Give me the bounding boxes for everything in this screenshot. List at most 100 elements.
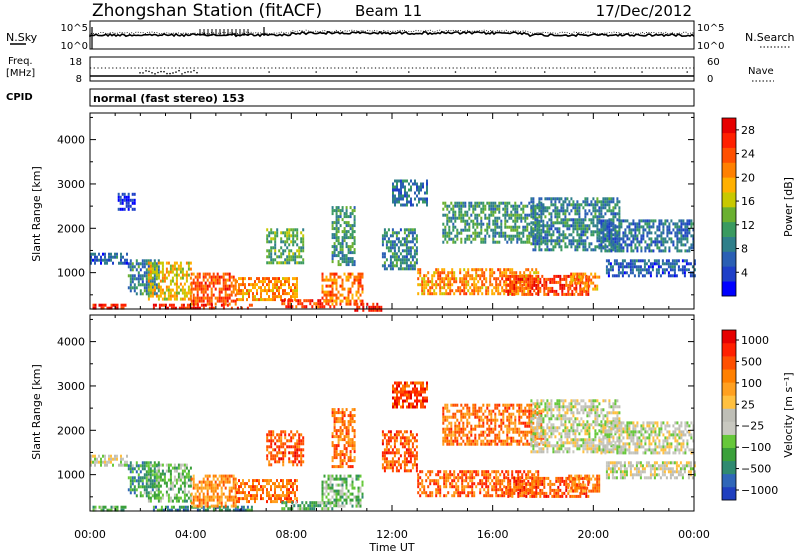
echo-cell bbox=[403, 261, 406, 265]
echo-cell bbox=[345, 242, 348, 246]
echo-cell bbox=[339, 474, 342, 478]
echo-cell bbox=[557, 280, 560, 284]
echo-cell bbox=[96, 258, 98, 262]
echo-cell bbox=[417, 271, 420, 275]
echo-cell bbox=[102, 505, 105, 509]
echo-cell bbox=[175, 294, 178, 298]
echo-cell bbox=[335, 444, 338, 448]
echo-cell bbox=[399, 252, 402, 256]
echo-cell bbox=[339, 498, 342, 502]
echo-cell bbox=[181, 291, 184, 295]
echo-cell bbox=[272, 292, 274, 296]
echo-cell bbox=[664, 249, 667, 253]
echo-cell bbox=[668, 231, 671, 235]
echo-cell bbox=[331, 227, 334, 231]
echo-cell bbox=[499, 292, 502, 296]
echo-cell bbox=[688, 219, 691, 223]
echo-cell bbox=[490, 213, 493, 217]
echo-cell bbox=[604, 243, 607, 247]
echo-cell bbox=[153, 277, 156, 281]
echo-cell bbox=[602, 200, 605, 204]
echo-cell bbox=[538, 231, 541, 235]
echo-cell bbox=[120, 505, 123, 509]
echo-cell bbox=[391, 261, 394, 265]
echo-cell bbox=[167, 469, 170, 473]
echo-cell bbox=[335, 236, 338, 240]
echo-cell bbox=[606, 225, 609, 229]
echo-cell bbox=[395, 255, 398, 259]
echo-cell bbox=[335, 299, 338, 303]
echo-cell bbox=[248, 485, 250, 489]
echo-cell bbox=[565, 274, 568, 278]
echo-cell bbox=[272, 500, 274, 504]
echo-cell bbox=[288, 277, 290, 281]
echo-cell bbox=[454, 225, 457, 229]
echo-cell bbox=[467, 283, 470, 287]
echo-cell bbox=[391, 252, 394, 256]
echo-cell bbox=[395, 460, 398, 464]
echo-cell bbox=[407, 267, 410, 271]
echo-cell bbox=[480, 228, 483, 232]
echo-cell bbox=[232, 504, 235, 508]
echo-cell bbox=[543, 283, 546, 287]
echo-cell bbox=[648, 249, 651, 253]
echo-cell bbox=[522, 216, 525, 220]
echo-cell bbox=[228, 293, 231, 297]
echo-cell bbox=[266, 277, 268, 281]
echo-cell bbox=[473, 292, 476, 296]
echo-cell bbox=[127, 192, 130, 196]
echo-cell bbox=[226, 480, 229, 484]
echo-cell bbox=[175, 496, 178, 500]
echo-cell bbox=[274, 497, 276, 501]
echo-cell bbox=[347, 263, 350, 267]
echo-cell bbox=[546, 227, 549, 231]
echo-cell bbox=[309, 507, 312, 511]
echo-cell bbox=[588, 209, 591, 213]
echo-cell bbox=[361, 287, 364, 291]
echo-cell bbox=[498, 240, 501, 244]
echo-cell bbox=[475, 271, 478, 275]
echo-cell bbox=[612, 197, 615, 201]
echo-cell bbox=[159, 279, 162, 283]
echo-cell bbox=[574, 221, 577, 225]
echo-cell bbox=[437, 283, 440, 287]
echo-cell bbox=[562, 218, 565, 222]
echo-cell bbox=[325, 507, 328, 511]
echo-cell bbox=[385, 463, 388, 467]
echo-cell bbox=[602, 234, 605, 238]
echo-cell bbox=[208, 483, 211, 487]
echo-cell bbox=[149, 461, 152, 465]
echo-cell bbox=[353, 230, 356, 234]
echo-cell bbox=[532, 230, 535, 234]
echo-cell bbox=[331, 272, 334, 276]
echo-cell bbox=[530, 197, 533, 201]
echo-cell bbox=[296, 479, 298, 483]
echo-cell bbox=[574, 224, 577, 228]
echo-cell bbox=[282, 240, 285, 244]
echo-cell bbox=[167, 288, 170, 292]
echo-cell bbox=[562, 221, 565, 225]
echo-cell bbox=[606, 203, 609, 207]
echo-cell bbox=[145, 488, 148, 492]
echo-cell bbox=[198, 284, 201, 288]
echo-cell bbox=[407, 228, 410, 232]
echo-cell bbox=[548, 212, 551, 216]
echo-cell bbox=[161, 297, 164, 301]
echo-cell bbox=[124, 303, 127, 307]
echo-cell bbox=[274, 286, 276, 290]
echo-cell bbox=[580, 272, 583, 276]
echo-cell bbox=[463, 274, 466, 278]
echo-cell bbox=[242, 508, 245, 512]
echo-cell bbox=[389, 439, 392, 443]
echo-cell bbox=[586, 287, 589, 291]
echo-cell bbox=[147, 271, 150, 275]
echo-cell bbox=[389, 451, 392, 455]
echo-cell bbox=[335, 447, 338, 451]
echo-cell bbox=[442, 207, 445, 211]
echo-cell bbox=[411, 267, 414, 271]
echo-cell bbox=[177, 291, 180, 295]
echo-cell bbox=[294, 258, 297, 262]
echo-cell bbox=[210, 495, 213, 499]
echo-cell bbox=[323, 293, 326, 297]
echo-cell bbox=[439, 271, 442, 275]
